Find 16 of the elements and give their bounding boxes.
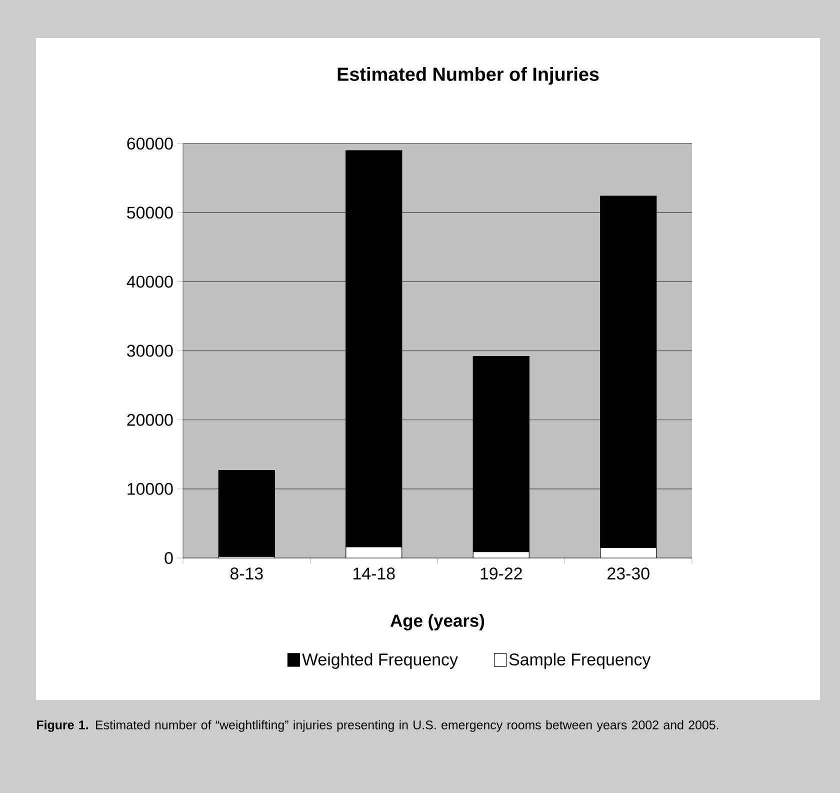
legend-label: Sample Frequency	[509, 653, 651, 669]
chart-title: Estimated Number of Injuries	[338, 67, 599, 85]
x-tick-label: 8-13	[230, 568, 263, 580]
x-tick-label: 19-22	[480, 568, 522, 580]
x-axis-title: Age (years)	[390, 614, 484, 630]
y-tick-label: 20000	[127, 414, 173, 426]
y-tick-label: 0	[164, 552, 173, 564]
y-tick-label: 30000	[127, 344, 173, 357]
y-tick-label: 60000	[127, 138, 173, 150]
text: Figure 1. Estimated number of “weightlifting” injuries presenting in U.S. emergency rooms between years 2002 and 2005.	[37, 720, 718, 732]
y-tick-label: 50000	[127, 206, 173, 219]
x-tick-label: 23-30	[608, 568, 650, 580]
legend-label: Weighted Frequency	[302, 653, 458, 669]
x-tick-label: 14-18	[354, 568, 395, 580]
y-tick-label: 10000	[128, 482, 173, 495]
y-tick-label: 40000	[126, 276, 173, 288]
